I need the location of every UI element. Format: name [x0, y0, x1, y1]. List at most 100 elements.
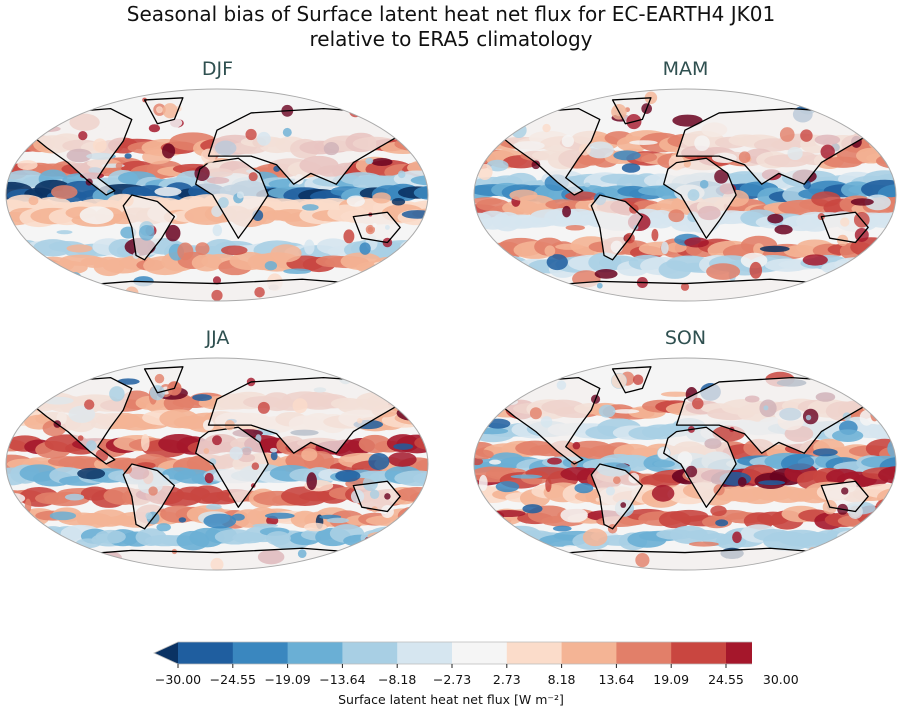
bias-cell — [554, 289, 560, 295]
bias-cell — [810, 549, 815, 554]
panel-title-son: SON — [664, 327, 707, 349]
bias-cell — [326, 517, 349, 524]
bias-cell — [875, 407, 896, 419]
bias-cell — [270, 451, 278, 461]
bias-cell — [203, 448, 210, 454]
bias-cell — [610, 240, 624, 254]
bias-cell — [582, 528, 608, 547]
colorbar-bin — [178, 642, 234, 664]
bias-cell — [531, 160, 541, 170]
colorbar-tick-label: 30.00 — [762, 672, 799, 687]
bias-cell — [372, 192, 391, 204]
bias-cell — [562, 545, 578, 551]
bias-cell — [397, 383, 412, 398]
bias-cell — [115, 162, 123, 170]
land-area — [353, 212, 401, 243]
bias-cell — [236, 191, 245, 199]
bias-cell — [212, 435, 222, 446]
bias-cell — [410, 410, 428, 425]
bias-cell — [148, 486, 158, 496]
bias-cell — [304, 239, 315, 255]
bias-cell — [612, 409, 640, 414]
bias-cell — [124, 153, 132, 159]
bias-cell — [6, 271, 20, 279]
bias-cell — [834, 257, 880, 272]
colorbar-bin — [671, 642, 727, 664]
bias-cell — [825, 527, 861, 546]
land-area — [123, 464, 175, 529]
bias-cell — [306, 472, 317, 491]
bias-cell — [812, 448, 838, 457]
bias-cell — [92, 138, 107, 153]
coastline — [122, 463, 176, 530]
bias-cell — [668, 209, 685, 223]
bias-cell — [475, 427, 509, 435]
bias-cell — [651, 228, 659, 242]
coastline — [492, 107, 601, 196]
bias-cell — [692, 397, 704, 410]
bias-cell — [552, 525, 572, 532]
coastline — [820, 480, 869, 513]
bias-cell — [840, 217, 850, 227]
coastline — [352, 211, 401, 244]
bias-cell — [635, 553, 650, 568]
bias-cell — [162, 143, 176, 159]
bias-cell — [884, 196, 896, 214]
bias-cell — [269, 447, 278, 453]
bias-cell — [869, 259, 896, 278]
bias-cell — [868, 530, 896, 546]
bias-cell — [371, 157, 393, 166]
bias-cell — [811, 191, 841, 207]
bias-cell — [343, 229, 355, 244]
bias-cell — [699, 179, 709, 189]
bias-cell — [753, 243, 765, 256]
bias-cell — [758, 480, 786, 486]
bias-cell — [489, 459, 502, 465]
colorbar-tick-label: 13.64 — [598, 672, 635, 687]
bias-cell — [221, 245, 248, 256]
bias-cell — [474, 404, 495, 420]
bias-cell — [837, 529, 877, 542]
coastline — [122, 194, 176, 261]
bias-cell — [881, 545, 890, 559]
coastline — [611, 97, 652, 125]
bias-cell — [749, 261, 763, 279]
bias-cell — [863, 109, 882, 118]
bias-cell — [596, 282, 603, 289]
bias-cell — [848, 547, 863, 563]
bias-field — [6, 358, 428, 570]
bias-cell — [85, 440, 97, 451]
bias-cell — [365, 224, 376, 235]
bias-cell — [878, 528, 896, 545]
colorbar-bin — [506, 642, 563, 664]
bias-cell — [598, 404, 616, 418]
bias-cell — [714, 169, 729, 184]
coastline — [590, 463, 644, 530]
map-boundary — [5, 357, 429, 571]
bias-cell — [410, 244, 428, 260]
bias-cell — [732, 531, 742, 544]
bias-cell — [251, 462, 260, 470]
bias-cell — [64, 493, 85, 501]
coastline — [195, 157, 269, 239]
bias-cell — [672, 114, 703, 127]
bias-cell — [359, 242, 371, 255]
bias-cell — [302, 204, 319, 211]
bias-cell — [561, 134, 574, 148]
bias-cell — [292, 398, 308, 414]
bias-cell — [863, 256, 895, 266]
bias-cell — [78, 130, 88, 141]
bias-cell — [298, 558, 307, 567]
land-area — [676, 377, 877, 454]
bias-cell — [51, 185, 78, 199]
land-area — [208, 108, 409, 185]
bias-cell — [680, 282, 690, 291]
bias-cell — [485, 534, 529, 547]
map-panel-mam — [473, 88, 897, 302]
bias-cell — [864, 194, 891, 211]
bias-cell — [474, 531, 501, 550]
colorbar-bin — [232, 642, 289, 664]
bias-cell — [875, 260, 896, 275]
bias-cell — [413, 472, 428, 485]
bias-cell — [301, 448, 318, 462]
